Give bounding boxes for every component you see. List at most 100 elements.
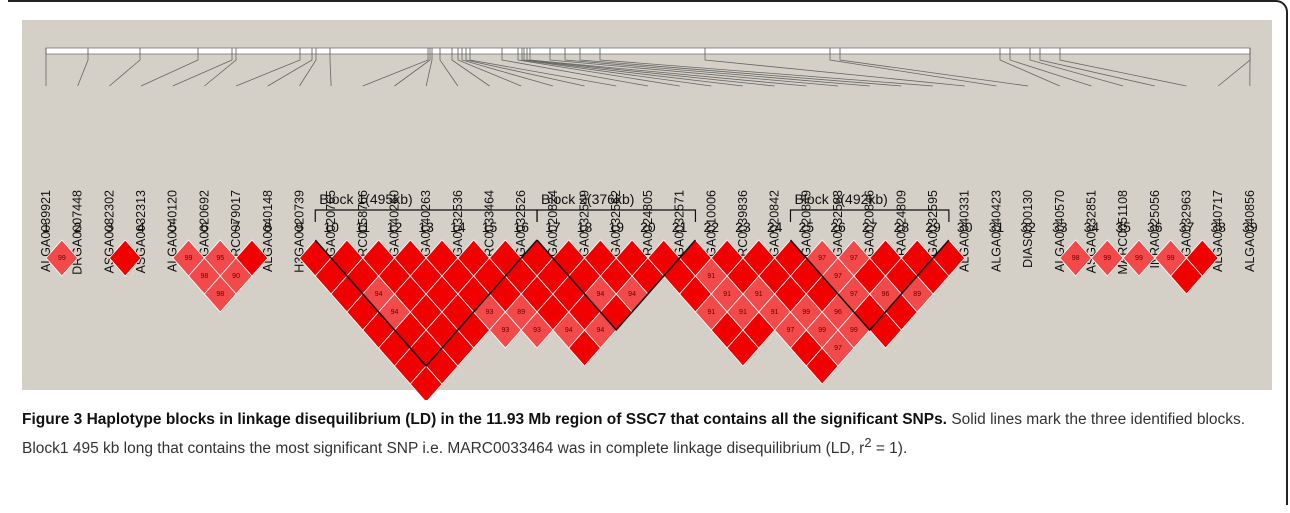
ld-cell <box>203 275 237 313</box>
block-outline <box>536 209 697 222</box>
marker-name: ALGA0040856 <box>1243 190 1257 272</box>
ld-cell-label: 96 <box>834 309 842 316</box>
map-connector <box>204 54 237 87</box>
marker-name: INRA0025056 <box>1148 190 1162 269</box>
marker-name: ASGA0032963 <box>1179 190 1193 273</box>
map-connector <box>579 54 902 87</box>
map-connector <box>501 54 648 87</box>
map-connector <box>517 54 680 87</box>
ld-cell-label: 89 <box>517 309 525 316</box>
ld-cell-label: 99 <box>1135 255 1143 262</box>
ld-cell-label: 97 <box>787 327 795 334</box>
ld-cell-label: 94 <box>597 291 605 298</box>
marker-name: H3GA0020846 <box>863 190 877 273</box>
ld-cell-label: 91 <box>755 291 763 298</box>
marker-number: 18 <box>577 219 593 235</box>
ld-cell <box>1122 239 1156 277</box>
marker-name: ALGA0040423 <box>989 190 1003 272</box>
marker-name: ALGA0040120 <box>166 190 180 272</box>
marker-number: 3 <box>105 219 113 235</box>
marker-number: 16 <box>513 219 529 235</box>
ld-cell-label: 93 <box>533 327 541 334</box>
marker-number: 5 <box>169 219 177 235</box>
marker-number: 28 <box>894 219 910 235</box>
marker-name: ALGA0039921 <box>39 190 53 272</box>
marker-name: ALGA0040331 <box>958 190 972 272</box>
map-connector <box>1009 54 1092 87</box>
marker-name: ASGA0032595 <box>926 190 940 273</box>
marker-number: 13 <box>418 219 434 235</box>
map-connector <box>599 54 934 87</box>
marker-number: 6 <box>201 219 209 235</box>
ld-cell <box>520 311 554 349</box>
marker-name: ASGA0032583 <box>831 190 845 273</box>
ld-cell-label: 94 <box>597 327 605 334</box>
map-connector <box>465 54 585 87</box>
ld-cell-label: 91 <box>723 291 731 298</box>
marker-name: H3GA0020849 <box>799 190 813 273</box>
ld-cell-label: 99 <box>58 255 66 262</box>
map-connector <box>523 54 744 87</box>
ld-cell-label: 94 <box>628 291 636 298</box>
caption-superscript: 2 <box>864 435 872 450</box>
marker-number: 37 <box>1179 219 1195 235</box>
marker-name: H3GA0020842 <box>768 190 782 273</box>
map-connector <box>999 54 1060 87</box>
marker-number: 19 <box>608 219 624 235</box>
marker-number: 21 <box>672 219 688 235</box>
ld-cell-label: 99 <box>850 327 858 334</box>
marker-name: ALGA0040717 <box>1211 190 1225 272</box>
map-connector <box>1059 54 1187 87</box>
marker-name: H3GA0020765 <box>324 190 338 273</box>
map-connector <box>839 54 1029 87</box>
ld-cell-label: 97 <box>834 345 842 352</box>
ld-cell-label: 93 <box>486 309 494 316</box>
block-label: Block 2(376kb) <box>541 191 634 207</box>
plot-background <box>22 20 1272 390</box>
marker-name: ASGA0032549 <box>578 190 592 273</box>
map-connector <box>299 54 317 87</box>
ld-cell-label: 93 <box>501 327 509 334</box>
ld-cell-label: 99 <box>1103 255 1111 262</box>
ld-cell-label: 91 <box>707 273 715 280</box>
ld-cell-label: 99 <box>818 327 826 334</box>
map-connector <box>235 54 301 87</box>
ld-cell <box>1185 239 1219 277</box>
ld-cell-label: 89 <box>913 291 921 298</box>
ld-cell-label: 97 <box>818 255 826 262</box>
marker-number: 9 <box>296 219 304 235</box>
marker-number: 34 <box>1084 219 1100 235</box>
block-outline <box>536 239 697 332</box>
map-connector <box>829 54 997 87</box>
marker-number: 31 <box>989 219 1005 235</box>
map-connector <box>425 54 433 87</box>
marker-number: 8 <box>264 219 272 235</box>
marker-number: 10 <box>323 219 339 235</box>
map-connector <box>109 54 141 87</box>
marker-number: 39 <box>1242 219 1258 235</box>
marker-number: 2 <box>74 219 82 235</box>
map-connector <box>394 54 431 87</box>
block-outline <box>789 209 950 222</box>
marker-name: MARC0051108 <box>1116 190 1130 275</box>
ld-cell <box>1154 239 1188 277</box>
marker-number: 12 <box>387 219 403 235</box>
marker-name: ASGA0032536 <box>451 190 465 273</box>
ld-cell <box>694 293 728 331</box>
caption-title: Figure 3 Haplotype blocks in linkage dis… <box>22 411 947 428</box>
ld-cell-label: 98 <box>201 273 209 280</box>
map-connector <box>529 54 807 87</box>
map-connector <box>457 54 522 87</box>
ld-cell-label: 91 <box>771 309 779 316</box>
marker-number: 14 <box>450 219 466 235</box>
marker-number: 23 <box>735 219 751 235</box>
caption-text-end: = 1). <box>871 440 908 458</box>
map-connector <box>439 54 459 87</box>
marker-name: ALGA0040148 <box>261 190 275 272</box>
marker-number: 30 <box>957 219 973 235</box>
marker-name: ASGA0032562 <box>609 190 623 273</box>
map-connector <box>1039 54 1155 87</box>
marker-number: 27 <box>862 219 878 235</box>
